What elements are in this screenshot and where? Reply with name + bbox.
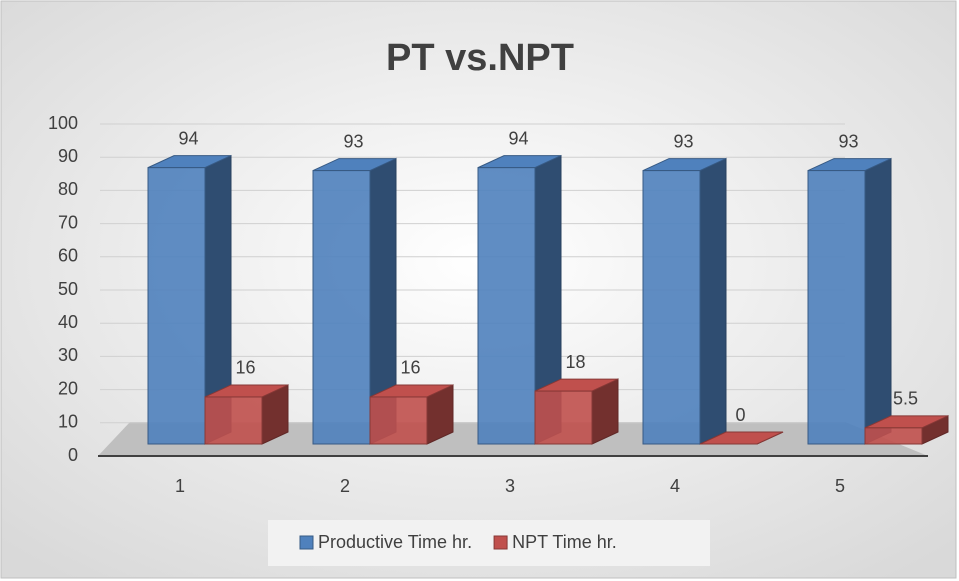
chart-title: PT vs.NPT [386,37,574,79]
x-tick-label: 3 [505,476,515,496]
data-label: 93 [343,131,363,151]
bar [369,396,428,445]
bar-top [699,431,784,445]
bar [147,167,206,445]
data-label: 5.5 [893,389,918,409]
x-tick-label: 4 [670,476,680,496]
bar [312,170,371,445]
bar [477,167,536,445]
x-tick-label: 5 [835,476,845,496]
x-tick-label: 1 [175,476,185,496]
y-tick-label: 90 [58,146,78,166]
bar [204,396,263,445]
bar-side [864,157,892,445]
legend-label: Productive Time hr. [318,532,472,552]
data-label: 0 [735,405,745,425]
y-tick-label: 20 [58,378,78,398]
legend-swatch [299,535,314,550]
data-label: 16 [235,358,255,378]
y-tick-label: 50 [58,279,78,299]
bar [807,170,866,445]
bar-side [699,157,727,445]
data-label: 16 [400,358,420,378]
y-tick-label: 40 [58,312,78,332]
data-label: 93 [838,131,858,151]
legend-label: NPT Time hr. [512,532,617,552]
x-tick-label: 2 [340,476,350,496]
bar [534,390,593,445]
y-tick-label: 100 [48,113,78,133]
y-tick-label: 0 [68,445,78,465]
bar [642,170,701,445]
data-label: 18 [565,352,585,372]
data-label: 93 [673,131,693,151]
y-tick-label: 10 [58,412,78,432]
y-tick-label: 30 [58,345,78,365]
bar [864,427,923,445]
legend [268,520,710,566]
y-tick-label: 60 [58,246,78,266]
y-tick-label: 80 [58,179,78,199]
data-label: 94 [178,128,198,148]
data-label: 94 [508,128,528,148]
y-tick-label: 70 [58,212,78,232]
legend-swatch [493,535,508,550]
